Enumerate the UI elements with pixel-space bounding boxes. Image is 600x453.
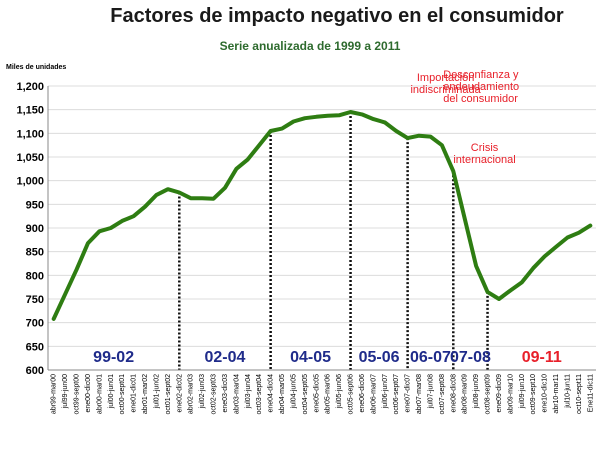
x-axis-ticks: abr99-mar00 jul99-jun00 oct99-sept00 ene00-… bbox=[51, 374, 595, 415]
x-tick-label: abr09-mar10 bbox=[507, 374, 514, 414]
x-tick-label: abr03-mar04 bbox=[233, 374, 240, 414]
x-tick-label: ene07-dic07 bbox=[405, 374, 412, 413]
x-tick-label: jul09-jun10 bbox=[519, 374, 526, 409]
x-tick-label: jul06-jun07 bbox=[382, 374, 389, 409]
x-tick-label: ene02-dic02 bbox=[176, 374, 183, 413]
x-tick-label: oct09-sept10 bbox=[530, 374, 537, 415]
x-tick-label: oct00-sept01 bbox=[119, 374, 126, 415]
y-tick-label: 900 bbox=[26, 223, 44, 235]
x-tick-label: abr08-mar09 bbox=[462, 374, 469, 414]
x-tick-label: ene03-dic03 bbox=[222, 374, 229, 413]
annotation-line: Importación bbox=[417, 72, 474, 84]
x-tick-label: oct08-sept09 bbox=[485, 374, 492, 415]
y-tick-label: 750 bbox=[26, 294, 44, 306]
series-line bbox=[51, 110, 593, 321]
x-tick-label: jul00-jun01 bbox=[108, 374, 115, 409]
x-tick-label: abr01-mar02 bbox=[142, 374, 149, 414]
period-dividers bbox=[178, 112, 489, 370]
x-tick-label: oct06-sept07 bbox=[393, 374, 400, 415]
period-label: 07-08 bbox=[450, 349, 491, 366]
x-tick-label: oct02-sept03 bbox=[211, 374, 218, 415]
y-tick-label: 850 bbox=[26, 247, 44, 259]
period-labels: 99-02 02-04 04-05 05-06 06-07 07-08 09-11 bbox=[93, 349, 562, 366]
y-tick-label: 1,200 bbox=[16, 81, 44, 93]
x-tick-label: ene06-dic06 bbox=[359, 374, 366, 413]
y-tick-label: 1,000 bbox=[16, 176, 44, 188]
chart-title: Factores de impacto negativo en el consu… bbox=[110, 5, 564, 27]
annotation: Crisis internacional bbox=[453, 142, 515, 166]
period-label: 04-05 bbox=[290, 349, 331, 366]
y-tick-label: 600 bbox=[26, 365, 44, 377]
x-tick-label: abr02-mar03 bbox=[188, 374, 195, 414]
annotation-line: del consumidor bbox=[443, 93, 518, 105]
x-tick-label: jul02-jun03 bbox=[199, 374, 206, 409]
annotation-line: Desconfianza y bbox=[443, 69, 519, 81]
x-tick-label: ene00-dic00 bbox=[85, 374, 92, 413]
x-tick-label: ene05-dic05 bbox=[313, 374, 320, 413]
y-tick-label: 1,100 bbox=[16, 128, 44, 140]
y-tick-label: 1,050 bbox=[16, 152, 44, 164]
annotation: Importación indiscriminada bbox=[410, 72, 481, 96]
y-axis-ticks: 600 650 700 750 800 850 900 950 1,000 1,050 1,100 1… bbox=[16, 81, 44, 377]
x-tick-label: oct07-sept08 bbox=[439, 374, 446, 415]
annotation-line: Crisis bbox=[471, 142, 499, 154]
x-tick-label: abr07-mar08 bbox=[416, 374, 423, 414]
period-label: 06-07 bbox=[410, 349, 451, 366]
x-tick-label: abr10-mar11 bbox=[553, 374, 560, 414]
x-tick-label: oct04-sept05 bbox=[302, 374, 309, 415]
x-tick-label: oct05-sept06 bbox=[348, 374, 355, 415]
x-tick-label: ene04-dic04 bbox=[268, 374, 275, 413]
x-tick-label: jul01-jun02 bbox=[153, 374, 160, 409]
annotation: Desconfianza y endeudamiento del consumido… bbox=[443, 69, 519, 105]
x-tick-label: jul03-jun04 bbox=[245, 374, 252, 409]
x-tick-label: jul05-jun06 bbox=[336, 374, 343, 409]
x-tick-label: ene10-dic10 bbox=[542, 374, 549, 413]
y-tick-label: 1,150 bbox=[16, 105, 44, 117]
x-tick-label: abr00-mar01 bbox=[96, 374, 103, 414]
period-label: 02-04 bbox=[204, 349, 245, 366]
annotation-line: indiscriminada bbox=[410, 84, 481, 96]
x-tick-label: oct99-sept00 bbox=[74, 374, 81, 415]
x-tick-label: abr04-mar05 bbox=[279, 374, 286, 414]
period-label: 05-06 bbox=[359, 349, 400, 366]
x-tick-label: jul08-jun09 bbox=[473, 374, 480, 409]
y-axis-unit-label: Miles de unidades bbox=[6, 64, 66, 71]
y-tick-label: 950 bbox=[26, 199, 44, 211]
x-tick-label: jul04-jun05 bbox=[290, 374, 297, 409]
x-tick-label: abr05-mar06 bbox=[325, 374, 332, 414]
period-label: 99-02 bbox=[93, 349, 134, 366]
gridlines bbox=[48, 85, 596, 371]
chart-subtitle: Serie anualizada de 1999 a 2011 bbox=[220, 39, 401, 53]
x-tick-label: jul10-jun11 bbox=[564, 374, 571, 409]
x-tick-label: abr99-mar00 bbox=[51, 374, 58, 414]
x-tick-label: ene08-dic08 bbox=[450, 374, 457, 413]
x-tick-label: jul99-jun00 bbox=[62, 374, 69, 409]
x-tick-label: ene09-dic09 bbox=[496, 374, 503, 413]
x-tick-label: Ene11-dic11 bbox=[587, 374, 594, 412]
y-tick-label: 800 bbox=[26, 270, 44, 282]
x-tick-label: ene01-dic01 bbox=[131, 374, 138, 413]
x-tick-label: oct01-sept02 bbox=[165, 374, 172, 415]
x-tick-label: oct03-sept04 bbox=[256, 374, 263, 415]
y-tick-label: 700 bbox=[26, 318, 44, 330]
annotation-line: internacional bbox=[453, 154, 515, 166]
x-tick-label: jul07-jun08 bbox=[427, 374, 434, 409]
y-tick-label: 650 bbox=[26, 341, 44, 353]
period-label: 09-11 bbox=[522, 349, 562, 366]
x-tick-label: oct10-sept11 bbox=[576, 374, 583, 414]
annotation-line: endeudamiento bbox=[443, 81, 519, 93]
x-tick-label: abr06-mar07 bbox=[370, 374, 377, 414]
